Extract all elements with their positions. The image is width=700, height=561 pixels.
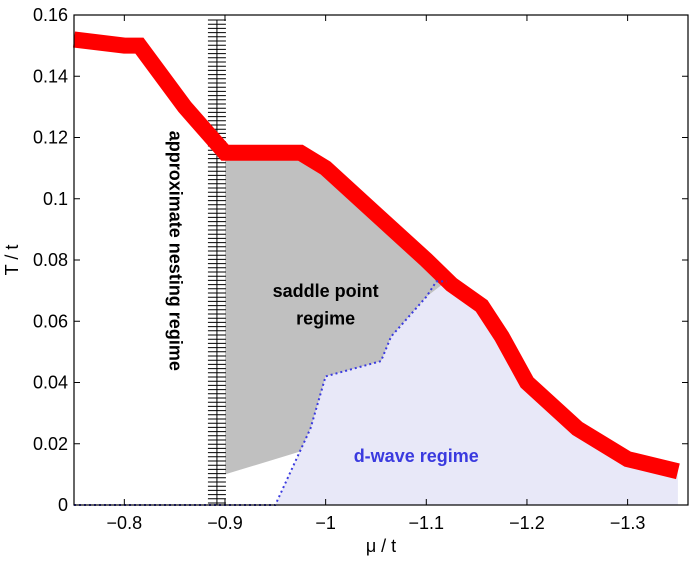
axes: −0.8 −0.9 −1 −1.1 −1.2 −1.3 0 0.02 0.04 0.06 0.08 0… [2,5,689,556]
annotations: approximate nesting regime saddle point re… [166,131,479,466]
y-tick-label: 0.08 [33,250,68,270]
y-tick-label: 0.1 [43,189,68,209]
series-layer [73,31,680,506]
y-tick-label: 0.14 [33,66,68,86]
x-tick-label: −1.2 [509,513,545,533]
annotation-saddle-point: saddle point [273,281,379,301]
y-tick-label: 0.04 [33,373,68,393]
x-tick-label: −1 [315,513,336,533]
x-tick-label: −0.9 [207,513,243,533]
region-d-wave-regime [275,281,678,505]
series-transition-line [73,31,680,480]
y-axis-label: T / t [2,245,22,276]
y-tick-label: 0.02 [33,434,68,454]
x-tick-label: −1.1 [409,513,445,533]
x-tick-label: −1.3 [610,513,646,533]
x-tick-label: −0.8 [107,513,143,533]
annotation-regime: regime [296,308,355,328]
x-axis-label: μ / t [366,536,396,556]
y-tick-label: 0.12 [33,128,68,148]
y-tick-label: 0 [58,495,68,515]
regions-layer [225,152,678,505]
annotation-approximate-nesting-regime: approximate nesting regime [166,131,186,371]
annotation-d-wave-regime: d-wave regime [354,446,479,466]
y-tick-label: 0.16 [33,5,68,25]
nesting-hatch [207,19,226,505]
y-tick-label: 0.06 [33,311,68,331]
